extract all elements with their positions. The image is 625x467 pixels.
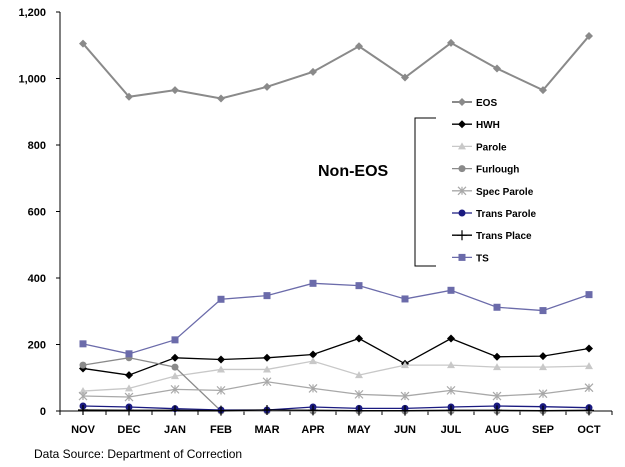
data-point-trans-place [170, 405, 180, 415]
y-tick-label: 200 [28, 340, 46, 352]
legend-item-trans-place: Trans Place [452, 230, 532, 242]
data-point-eos [309, 68, 317, 76]
data-point-hwh [263, 354, 271, 362]
y-tick-label: 400 [28, 273, 46, 285]
legend-marker [458, 120, 466, 128]
x-tick-label: JUN [394, 424, 416, 436]
series-eos [79, 32, 593, 103]
data-point-trans-place [584, 405, 594, 415]
data-point-ts [494, 304, 501, 311]
x-tick-label: AUG [485, 424, 509, 436]
data-point-eos [263, 83, 271, 91]
legend-marker [458, 98, 466, 106]
data-point-ts [264, 292, 271, 299]
data-point-trans-place [262, 405, 272, 415]
data-point-ts [80, 340, 87, 347]
non-eos-annotation: Non-EOS [318, 163, 389, 180]
legend-marker [459, 165, 466, 172]
data-source-note: Data Source: Department of Correction [34, 447, 242, 461]
x-tick-label: MAY [347, 424, 371, 436]
x-tick-label: JAN [164, 424, 186, 436]
legend-bracket [415, 118, 436, 266]
data-point-hwh [171, 354, 179, 362]
data-point-ts [218, 296, 225, 303]
legend-item-trans-parole: Trans Parole [452, 209, 536, 220]
x-tick-label: DEC [117, 424, 140, 436]
data-point-ts [586, 291, 593, 298]
y-tick-label: 1,200 [18, 7, 46, 19]
series-hwh [79, 335, 593, 380]
y-tick-label: 600 [28, 207, 46, 219]
series-ts [80, 280, 593, 357]
y-tick-label: 0 [40, 406, 46, 418]
x-tick-label: JUL [441, 424, 462, 436]
legend-item-ts: TS [452, 253, 489, 264]
legend-item-furlough: Furlough [452, 165, 519, 176]
data-point-ts [356, 282, 363, 289]
x-tick-label: SEP [532, 424, 554, 436]
series-line-hwh [83, 339, 589, 376]
legend-label: Furlough [476, 165, 519, 176]
legend-label: TS [476, 253, 489, 264]
series-line-trans-parole [83, 406, 589, 410]
x-tick-label: OCT [577, 424, 601, 436]
data-point-ts [310, 280, 317, 287]
legend: EOS HWH Parole Furlough Spec Parole Trans Par… [452, 98, 536, 264]
legend-item-parole: Parole [452, 142, 507, 153]
x-tick-label: APR [301, 424, 324, 436]
legend-label: EOS [476, 98, 497, 109]
data-point-furlough [80, 362, 87, 369]
data-point-parole [309, 357, 317, 364]
legend-item-hwh: HWH [452, 120, 500, 131]
data-point-ts [402, 295, 409, 302]
data-point-hwh [539, 352, 547, 360]
data-point-eos [493, 65, 501, 73]
legend-label: Trans Parole [476, 209, 536, 220]
data-point-eos [171, 86, 179, 94]
data-point-trans-place [354, 406, 364, 416]
series-line-trans-place [83, 410, 589, 411]
legend-label: Trans Place [476, 231, 532, 242]
data-point-trans-place [492, 405, 502, 415]
series-line-eos [83, 36, 589, 99]
data-point-furlough [172, 364, 179, 371]
legend-label: Parole [476, 142, 507, 153]
data-point-hwh [125, 371, 133, 379]
data-point-hwh [447, 335, 455, 343]
data-point-ts [540, 307, 547, 314]
legend-marker [457, 230, 467, 240]
x-tick-label: MAR [254, 424, 279, 436]
data-point-trans-place [400, 406, 410, 416]
data-point-hwh [355, 335, 363, 343]
data-point-hwh [217, 355, 225, 363]
y-tick-label: 1,000 [18, 74, 46, 86]
series-line-furlough [83, 358, 589, 411]
legend-label: Spec Parole [476, 187, 534, 198]
legend-label: HWH [476, 120, 500, 131]
data-point-ts [448, 287, 455, 294]
data-point-hwh [493, 353, 501, 361]
legend-marker [459, 210, 466, 217]
legend-item-spec-parole: Spec Parole [452, 187, 534, 198]
data-point-eos [217, 94, 225, 102]
legend-marker [459, 254, 466, 261]
series-line-spec-parole [83, 382, 589, 397]
data-point-hwh [585, 344, 593, 352]
series-line-ts [83, 283, 589, 353]
series-furlough [80, 354, 593, 414]
data-point-ts [126, 350, 133, 357]
x-tick-label: FEB [210, 424, 232, 436]
data-point-ts [172, 336, 179, 343]
series-lines [78, 32, 594, 416]
series-line-parole [83, 361, 589, 391]
y-tick-label: 800 [28, 140, 46, 152]
x-tick-label: NOV [71, 424, 96, 436]
legend-item-eos: EOS [452, 98, 497, 109]
